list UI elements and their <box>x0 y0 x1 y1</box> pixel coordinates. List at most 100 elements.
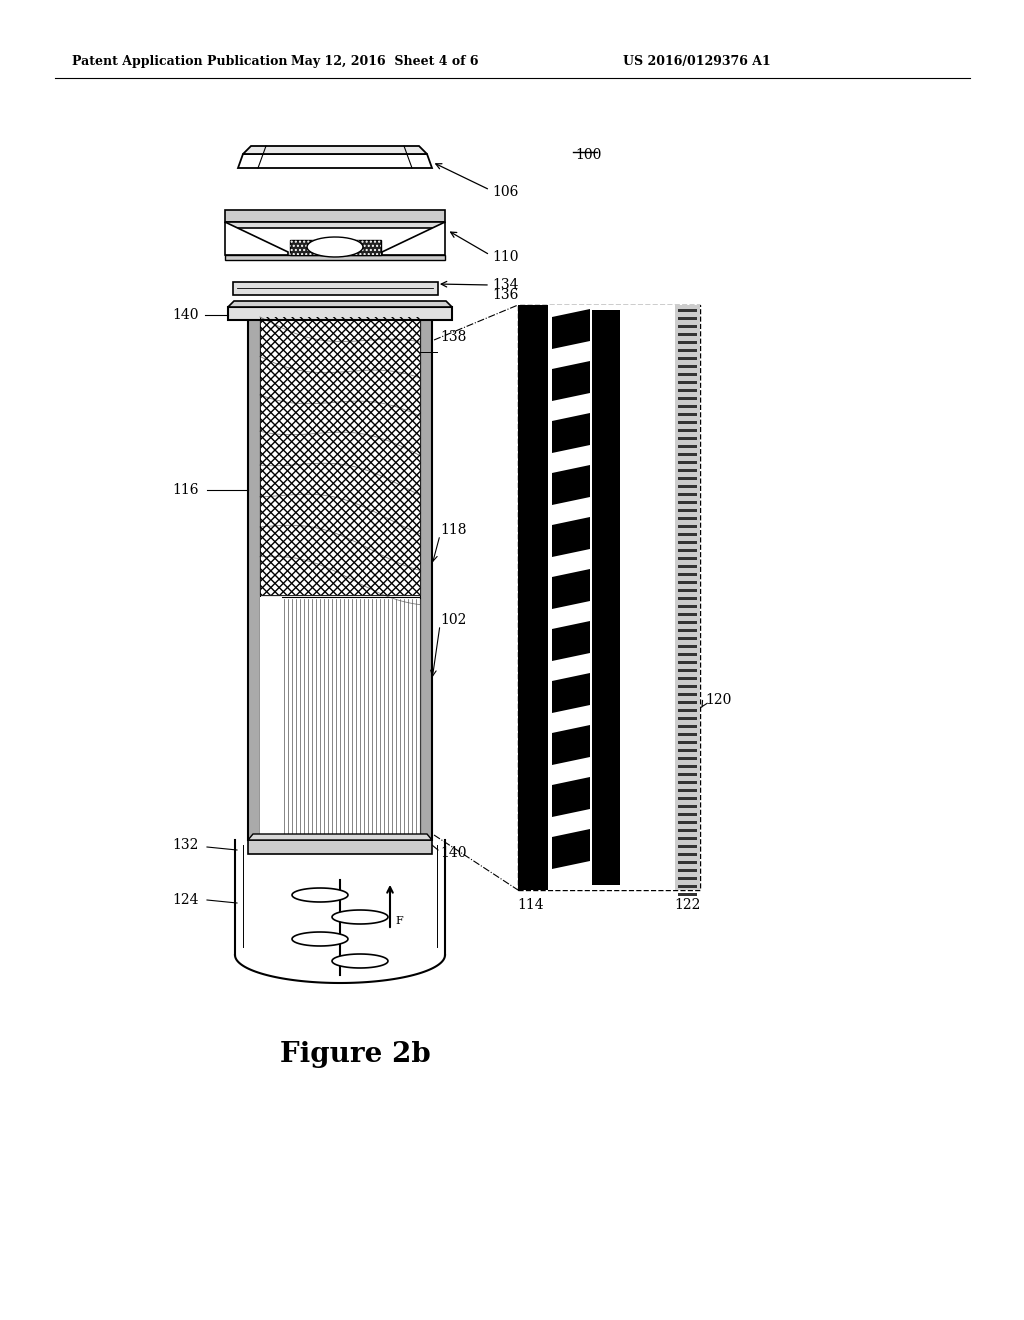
Bar <box>678 502 697 504</box>
Bar <box>678 421 697 424</box>
Bar <box>678 829 697 832</box>
Bar <box>260 317 420 595</box>
Bar <box>678 405 697 408</box>
Polygon shape <box>552 569 590 609</box>
Bar <box>678 845 697 847</box>
Polygon shape <box>225 222 445 228</box>
Bar <box>225 255 445 260</box>
Bar <box>228 308 452 319</box>
Bar <box>678 397 697 400</box>
Bar <box>678 437 697 440</box>
Bar <box>678 876 697 880</box>
Polygon shape <box>552 620 590 661</box>
Bar <box>678 309 697 312</box>
Text: 124: 124 <box>172 894 199 907</box>
Bar <box>678 797 697 800</box>
Bar <box>678 510 697 512</box>
Bar <box>260 597 282 838</box>
Text: 132: 132 <box>172 838 199 851</box>
Bar <box>678 573 697 576</box>
Bar <box>678 557 697 560</box>
Bar <box>678 317 697 319</box>
Bar <box>678 717 697 719</box>
Bar <box>678 445 697 447</box>
Polygon shape <box>552 517 590 557</box>
Bar <box>678 565 697 568</box>
Text: 138: 138 <box>440 330 466 345</box>
Polygon shape <box>552 413 590 453</box>
Bar <box>678 581 697 583</box>
Bar <box>678 741 697 744</box>
Text: 116: 116 <box>172 483 199 498</box>
Bar <box>678 525 697 528</box>
Bar <box>678 366 697 368</box>
Bar <box>678 630 697 632</box>
Text: Patent Application Publication: Patent Application Publication <box>72 55 288 69</box>
Polygon shape <box>332 954 388 968</box>
Bar <box>678 661 697 664</box>
Text: 118: 118 <box>440 523 467 537</box>
Polygon shape <box>228 301 452 308</box>
Bar <box>678 756 697 760</box>
Text: 120: 120 <box>705 693 731 708</box>
Text: F: F <box>395 916 402 927</box>
Bar <box>678 477 697 480</box>
Polygon shape <box>552 673 590 713</box>
Bar <box>260 317 420 595</box>
Text: 140: 140 <box>172 308 199 322</box>
Text: 114: 114 <box>518 898 545 912</box>
Text: US 2016/0129376 A1: US 2016/0129376 A1 <box>623 55 771 69</box>
Polygon shape <box>238 154 432 168</box>
Bar <box>678 781 697 784</box>
Bar <box>260 317 420 595</box>
Text: 136: 136 <box>492 288 518 302</box>
Bar <box>678 701 697 704</box>
Bar <box>678 597 697 601</box>
Bar <box>678 492 697 496</box>
Bar <box>678 341 697 345</box>
Bar <box>290 240 381 255</box>
Bar <box>678 429 697 432</box>
Bar <box>592 310 620 884</box>
Bar <box>678 356 697 360</box>
Polygon shape <box>307 238 362 257</box>
Polygon shape <box>225 222 288 255</box>
Bar <box>678 685 697 688</box>
Bar <box>678 612 697 616</box>
Bar <box>548 305 675 890</box>
Text: 100: 100 <box>575 148 601 162</box>
Bar <box>678 348 697 352</box>
Bar <box>678 549 697 552</box>
Polygon shape <box>382 222 445 255</box>
Bar <box>678 774 697 776</box>
Bar <box>678 861 697 865</box>
Bar <box>678 533 697 536</box>
Bar <box>678 669 697 672</box>
Bar <box>678 381 697 384</box>
Bar <box>678 484 697 488</box>
Polygon shape <box>332 909 388 924</box>
Text: May 12, 2016  Sheet 4 of 6: May 12, 2016 Sheet 4 of 6 <box>291 55 479 69</box>
Bar <box>225 210 445 222</box>
Bar <box>678 374 697 376</box>
Polygon shape <box>552 465 590 506</box>
Text: 110: 110 <box>492 249 518 264</box>
Bar <box>678 677 697 680</box>
Bar <box>678 461 697 465</box>
Bar <box>678 589 697 591</box>
Bar <box>248 840 432 854</box>
Bar <box>675 305 700 890</box>
Bar <box>233 282 438 294</box>
Polygon shape <box>243 147 427 154</box>
Bar <box>678 869 697 873</box>
Polygon shape <box>292 888 348 902</box>
Bar <box>260 597 420 838</box>
Bar <box>678 837 697 840</box>
Bar <box>678 325 697 327</box>
Bar <box>518 305 548 890</box>
Bar <box>678 805 697 808</box>
Bar <box>678 709 697 711</box>
Bar <box>678 653 697 656</box>
Polygon shape <box>552 360 590 401</box>
Bar <box>678 733 697 737</box>
